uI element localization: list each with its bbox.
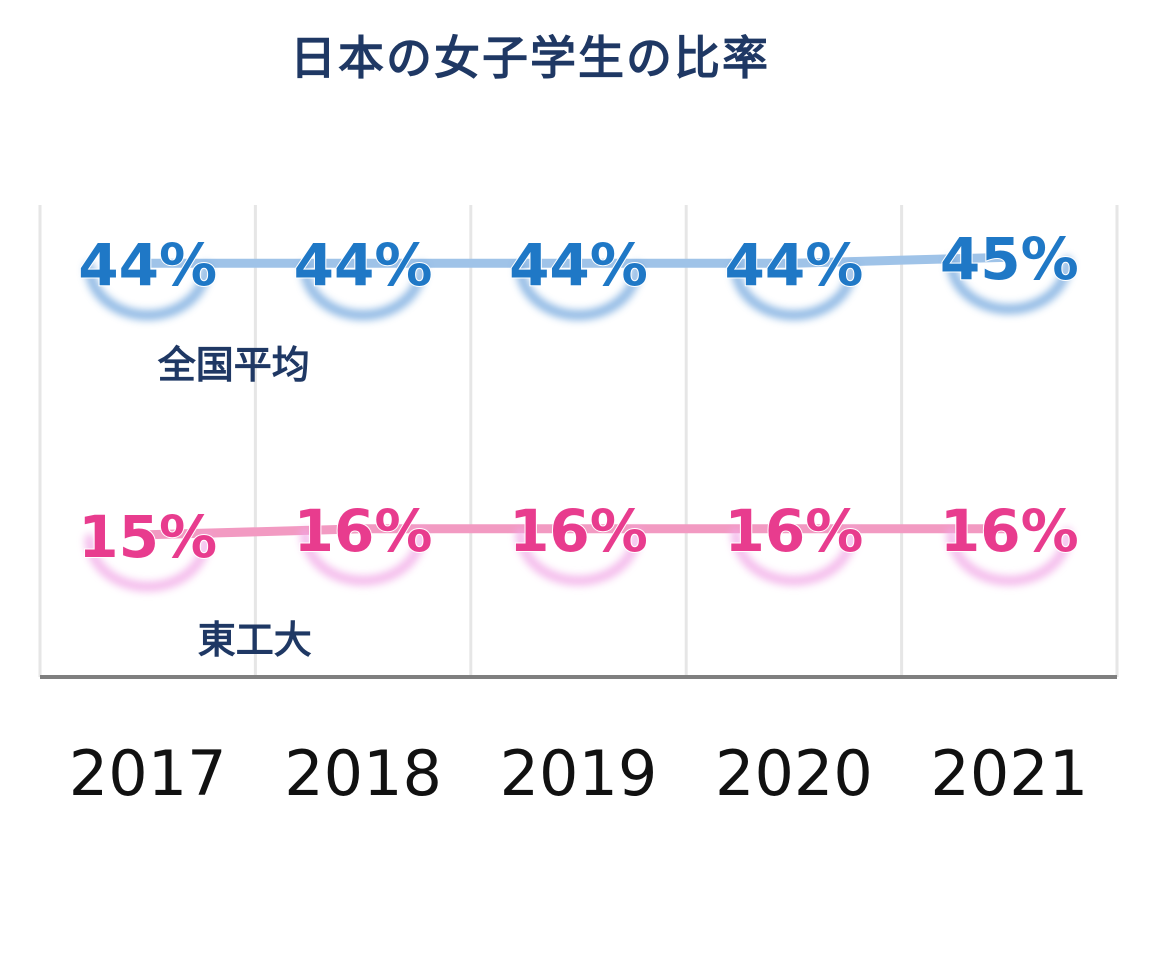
data-label: 44% bbox=[509, 231, 648, 299]
label-layer: 44% 44% 44% 44% 45% 全国平均 15% 16% 16% 16% 16% 東工大 bbox=[77, 224, 1079, 662]
data-label: 15% bbox=[78, 503, 217, 571]
series-line bbox=[143, 524, 1014, 540]
x-tick-label: 2020 bbox=[715, 737, 873, 810]
x-tick-label: 2017 bbox=[69, 737, 227, 810]
series-layer bbox=[84, 252, 1073, 592]
x-tick-label: 2018 bbox=[284, 737, 442, 810]
data-label: 45% bbox=[940, 225, 1079, 293]
point-marker bbox=[730, 262, 857, 321]
data-label: 44% bbox=[78, 231, 217, 299]
series-name-label: 東工大 bbox=[198, 618, 312, 662]
point-marker bbox=[84, 533, 211, 592]
series-0 bbox=[84, 252, 1073, 321]
x-tick-label: 2019 bbox=[500, 737, 658, 810]
data-label: 16% bbox=[724, 497, 863, 565]
series-name-label: 全国平均 bbox=[157, 343, 310, 387]
data-label: 16% bbox=[294, 497, 433, 565]
gridlines bbox=[38, 205, 1119, 677]
point-marker bbox=[515, 527, 642, 586]
data-label: 16% bbox=[940, 497, 1079, 565]
data-label: 16% bbox=[509, 497, 648, 565]
point-marker bbox=[730, 527, 857, 586]
x-tick-label: 2021 bbox=[930, 737, 1088, 810]
point-marker bbox=[300, 262, 427, 321]
point-marker bbox=[84, 262, 211, 321]
data-label: 44% bbox=[724, 231, 863, 299]
point-marker bbox=[515, 262, 642, 321]
x-axis: 2017 2018 2019 2020 2021 bbox=[40, 675, 1117, 810]
data-label: 44% bbox=[294, 231, 433, 299]
series-1 bbox=[84, 524, 1073, 592]
series-line bbox=[143, 252, 1014, 268]
point-marker bbox=[946, 256, 1073, 315]
point-marker bbox=[300, 527, 427, 586]
point-marker bbox=[946, 527, 1073, 586]
chart-title: 日本の女子学生の比率 bbox=[290, 31, 770, 85]
